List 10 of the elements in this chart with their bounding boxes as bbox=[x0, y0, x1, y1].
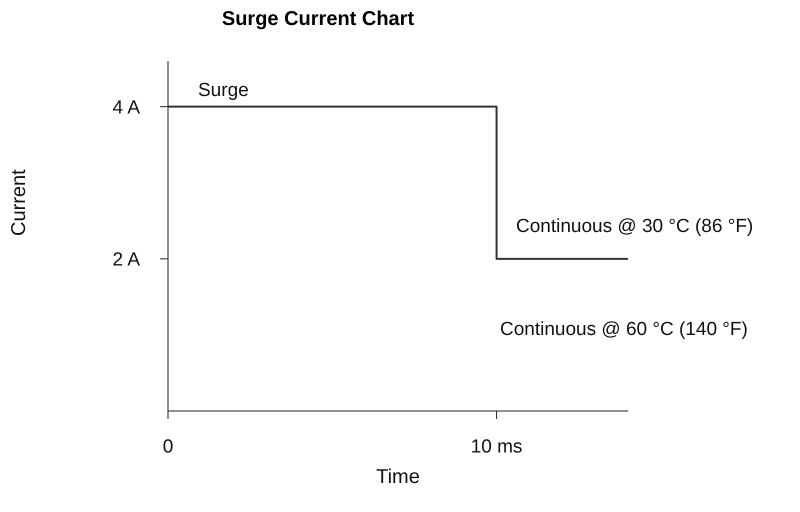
y-tick-label: 4 A bbox=[112, 97, 140, 118]
chart-title: Surge Current Chart bbox=[222, 8, 414, 30]
annotation: Surge bbox=[198, 80, 249, 102]
y-axis-title: Current bbox=[8, 168, 30, 236]
x-tick-label: 10 ms bbox=[470, 436, 522, 458]
y-tick-label: 2 A bbox=[112, 250, 140, 271]
annotation: Continuous @ 60 °C (140 °F) bbox=[500, 319, 748, 341]
x-axis-title: Time bbox=[376, 466, 420, 488]
x-tick-label: 0 bbox=[162, 436, 174, 458]
annotation: Continuous @ 30 °C (86 °F) bbox=[516, 216, 754, 238]
